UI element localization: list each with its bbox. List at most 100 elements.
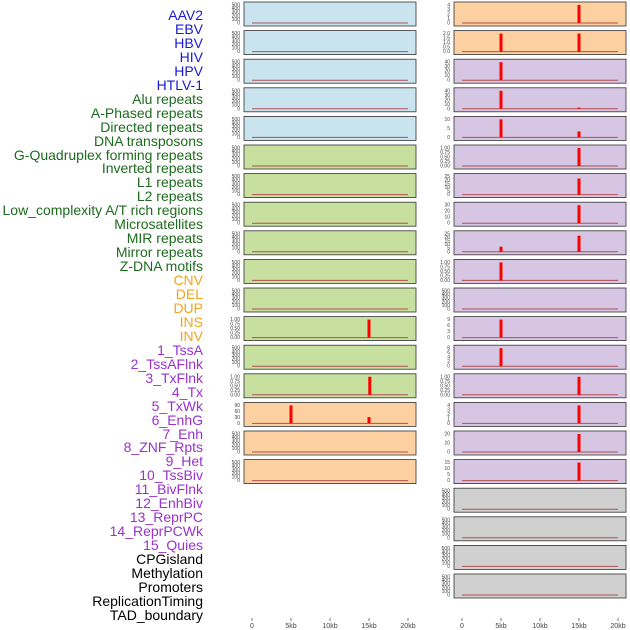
panel-background (453, 573, 627, 599)
data-bar (367, 417, 371, 424)
row-label: ReplicationTiming (92, 592, 203, 609)
y-tick-label: 0 (237, 78, 240, 84)
y-tick-label: 2 (447, 12, 450, 18)
y-tick-label: 100 (232, 446, 241, 452)
data-bar (577, 5, 581, 23)
y-tick-label: 1.00 (440, 374, 450, 380)
y-tick-label: 200 (232, 271, 241, 277)
y-tick-label: 300 (232, 296, 241, 302)
panel-background (243, 30, 417, 56)
y-tick-label: 300 (232, 10, 241, 16)
y-tick-label: 400 (232, 235, 241, 241)
y-tick-label: 100 (232, 131, 241, 137)
y-tick-label: 500 (442, 289, 451, 295)
y-tick-label: 20 (444, 97, 450, 103)
y-tick-label: 20 (444, 432, 450, 438)
y-tick-label: 200 (442, 557, 451, 563)
y-tick-label: 0 (447, 364, 450, 370)
y-tick-label: 0 (237, 364, 240, 370)
y-tick-label: 500 (232, 31, 241, 37)
y-tick-label: 3 (447, 407, 450, 413)
y-tick-label: 1.00 (440, 260, 450, 266)
row-label: Low_complexity A/T rich regions (2, 202, 204, 219)
x-tick-label: 5kb (285, 623, 296, 630)
y-tick-label: 3 (447, 329, 450, 335)
y-tick-label: 0 (237, 164, 240, 170)
y-tick-label: 100 (232, 303, 241, 309)
y-tick-label: 400 (232, 349, 241, 355)
y-tick-label: 0 (237, 49, 240, 55)
y-tick-label: 500 (232, 203, 241, 209)
y-tick-label: 0.25 (440, 388, 450, 394)
y-tick-label: 100 (232, 17, 241, 23)
row-label: 11_BivFlnk (134, 481, 203, 498)
y-tick-label: 0 (237, 421, 240, 427)
row-label: MIR repeats (126, 230, 203, 247)
y-tick-label: 3 (447, 7, 450, 13)
y-tick-label: 6 (447, 323, 450, 329)
panel-background (453, 116, 627, 141)
panel-background (453, 430, 627, 456)
data-bar (577, 434, 581, 452)
row-label: INS (179, 313, 203, 330)
row-label: A-Phased repeats (90, 104, 203, 121)
y-tick-label: 25 (444, 231, 450, 237)
panel-background (453, 487, 627, 513)
y-tick-label: 400 (232, 464, 241, 470)
row-label: HBV (174, 34, 203, 51)
y-tick-label: 9 (447, 317, 450, 323)
y-tick-label: 20 (444, 209, 450, 215)
row-label: 15_Quies (143, 537, 203, 554)
y-tick-label: 20 (444, 69, 450, 75)
panel-background (453, 201, 627, 227)
row-label: 7_Enh (162, 425, 203, 442)
panel-background (453, 30, 627, 56)
panel-background (453, 545, 627, 570)
y-tick-label: 400 (232, 35, 241, 41)
y-tick-label: 300 (232, 96, 241, 102)
x-tick-label: 0 (460, 623, 464, 630)
y-tick-label: 0 (237, 450, 240, 456)
y-tick-label: 40 (444, 60, 450, 66)
y-tick-label: 200 (232, 128, 241, 134)
y-tick-label: 300 (232, 439, 241, 445)
panel-background (243, 459, 417, 485)
y-tick-label: 100 (232, 217, 241, 223)
data-bar (499, 119, 503, 138)
y-tick-label: 10 (444, 441, 450, 447)
data-bar (499, 246, 503, 252)
data-bar (499, 319, 503, 338)
y-tick-label: 200 (232, 442, 241, 448)
panel-background (453, 401, 627, 427)
y-tick-label: 100 (442, 589, 451, 595)
y-tick-label: 500 (442, 489, 451, 495)
y-tick-label: 0.00 (230, 392, 240, 398)
y-tick-label: 400 (232, 435, 241, 441)
y-tick-label: 0.50 (230, 383, 240, 389)
y-tick-label: 2 (447, 359, 450, 365)
y-tick-label: 0.25 (230, 388, 240, 394)
row-label: Directed repeats (100, 118, 203, 135)
row-label: 14_ReprPCWk (109, 523, 203, 540)
y-tick-label: 100 (232, 74, 241, 80)
y-tick-label: 200 (232, 471, 241, 477)
y-tick-label: 400 (232, 206, 241, 212)
y-tick-label: 8 (447, 346, 450, 352)
y-tick-label: 100 (232, 189, 241, 195)
row-label: INV (179, 327, 203, 344)
row-label: DEL (175, 286, 203, 302)
y-tick-label: 100 (232, 103, 241, 109)
y-tick-label: 0.75 (440, 150, 450, 156)
y-tick-label: 100 (232, 360, 241, 366)
y-tick-label: 5 (447, 246, 450, 252)
y-tick-label: 6 (447, 350, 450, 356)
y-tick-label: 300 (442, 296, 451, 302)
y-tick-label: 200 (232, 242, 241, 248)
panel-background (453, 1, 627, 27)
y-tick-label: 200 (442, 528, 451, 534)
y-tick-label: 100 (442, 532, 451, 538)
y-tick-label: 100 (232, 475, 241, 481)
y-tick-label: 1.00 (230, 317, 240, 323)
row-label: AAV2 (168, 7, 203, 23)
row-label: EBV (174, 20, 203, 37)
